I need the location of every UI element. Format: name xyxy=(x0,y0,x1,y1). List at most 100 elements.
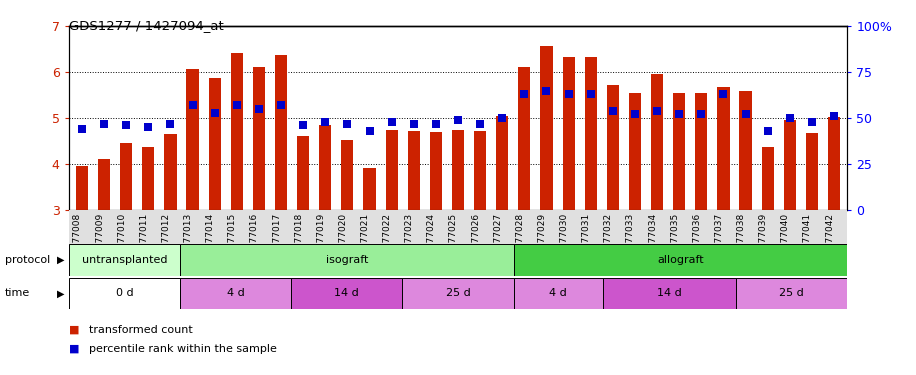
Text: GSM77010: GSM77010 xyxy=(117,213,126,262)
Text: ▶: ▶ xyxy=(57,288,64,298)
Bar xyxy=(629,93,641,210)
Bar xyxy=(231,53,243,210)
Bar xyxy=(408,131,420,210)
Point xyxy=(141,124,156,130)
Text: GSM77017: GSM77017 xyxy=(272,213,281,262)
Point xyxy=(694,111,709,117)
Point xyxy=(407,121,421,127)
Text: 25 d: 25 d xyxy=(445,288,471,298)
Point xyxy=(473,121,487,127)
Point xyxy=(97,121,112,127)
Text: GSM77022: GSM77022 xyxy=(383,213,392,262)
Text: GSM77028: GSM77028 xyxy=(516,213,524,262)
Text: GSM77011: GSM77011 xyxy=(139,213,148,262)
Text: 4 d: 4 d xyxy=(550,288,567,298)
Text: GSM77012: GSM77012 xyxy=(161,213,170,262)
Text: GSM77031: GSM77031 xyxy=(582,213,591,262)
Text: GSM77029: GSM77029 xyxy=(538,213,547,262)
Point xyxy=(451,117,465,123)
Bar xyxy=(673,93,685,210)
Bar xyxy=(69,278,180,309)
Point xyxy=(362,128,376,134)
Point xyxy=(207,110,222,116)
Text: GSM77034: GSM77034 xyxy=(649,213,657,262)
Text: untransplanted: untransplanted xyxy=(82,255,167,265)
Text: GSM77027: GSM77027 xyxy=(493,213,502,262)
Bar xyxy=(739,92,752,210)
Bar xyxy=(275,55,287,210)
Text: GSM77025: GSM77025 xyxy=(449,213,458,262)
Point xyxy=(318,119,333,125)
Text: GSM77019: GSM77019 xyxy=(316,213,325,262)
Text: GSM77026: GSM77026 xyxy=(471,213,480,262)
Text: GSM77038: GSM77038 xyxy=(736,213,746,262)
Text: 0 d: 0 d xyxy=(115,288,133,298)
Text: time: time xyxy=(5,288,30,298)
Bar xyxy=(164,134,177,210)
Bar xyxy=(120,143,132,210)
Text: 4 d: 4 d xyxy=(226,288,245,298)
Text: GSM77033: GSM77033 xyxy=(626,213,635,262)
Bar xyxy=(69,244,180,276)
Text: GSM77020: GSM77020 xyxy=(338,213,347,262)
Point xyxy=(230,102,245,108)
Text: GSM77014: GSM77014 xyxy=(206,213,214,262)
Bar xyxy=(784,120,796,210)
Bar xyxy=(76,166,88,210)
Point xyxy=(627,111,642,117)
Text: GSM77024: GSM77024 xyxy=(427,213,436,262)
Bar xyxy=(806,133,818,210)
Point xyxy=(671,111,686,117)
Bar xyxy=(319,125,332,210)
Bar xyxy=(736,278,847,309)
Text: GSM77037: GSM77037 xyxy=(714,213,724,262)
Bar xyxy=(562,57,574,210)
Point xyxy=(296,123,311,129)
Text: GSM77018: GSM77018 xyxy=(294,213,303,262)
Point xyxy=(119,123,134,129)
Bar xyxy=(514,278,603,309)
Text: GSM77016: GSM77016 xyxy=(250,213,259,262)
Point xyxy=(340,121,354,127)
Text: ▶: ▶ xyxy=(57,255,64,265)
Bar xyxy=(386,130,398,210)
Bar xyxy=(514,244,847,276)
Bar xyxy=(209,78,221,210)
Point xyxy=(760,128,775,134)
Point xyxy=(163,121,178,127)
Bar xyxy=(180,278,291,309)
Bar xyxy=(253,67,265,210)
Point xyxy=(429,121,443,127)
Point xyxy=(517,91,531,97)
Text: allograft: allograft xyxy=(657,255,703,265)
Text: GDS1277 / 1427094_at: GDS1277 / 1427094_at xyxy=(69,19,224,32)
Text: ■: ■ xyxy=(69,325,79,335)
Text: GSM77035: GSM77035 xyxy=(671,213,679,262)
Point xyxy=(804,119,819,125)
Bar xyxy=(452,130,464,210)
Bar xyxy=(761,147,774,210)
Text: GSM77013: GSM77013 xyxy=(183,213,192,262)
Bar xyxy=(180,244,514,276)
Point xyxy=(562,91,576,97)
Bar xyxy=(540,45,552,210)
Bar xyxy=(364,168,376,210)
Bar xyxy=(603,278,736,309)
Text: 14 d: 14 d xyxy=(657,288,682,298)
Text: GSM77008: GSM77008 xyxy=(73,213,82,262)
Point xyxy=(74,126,89,132)
Bar xyxy=(430,132,442,210)
Point xyxy=(827,113,842,119)
Text: GSM77032: GSM77032 xyxy=(604,213,613,262)
Point xyxy=(185,102,200,108)
Point xyxy=(782,115,797,121)
Bar xyxy=(695,93,707,210)
Text: GSM77030: GSM77030 xyxy=(560,213,569,262)
Text: GSM77042: GSM77042 xyxy=(825,213,834,262)
Point xyxy=(716,91,731,97)
Bar xyxy=(297,136,310,210)
Text: isograft: isograft xyxy=(325,255,368,265)
Bar xyxy=(518,67,530,210)
Point xyxy=(540,88,554,94)
Text: protocol: protocol xyxy=(5,255,49,265)
